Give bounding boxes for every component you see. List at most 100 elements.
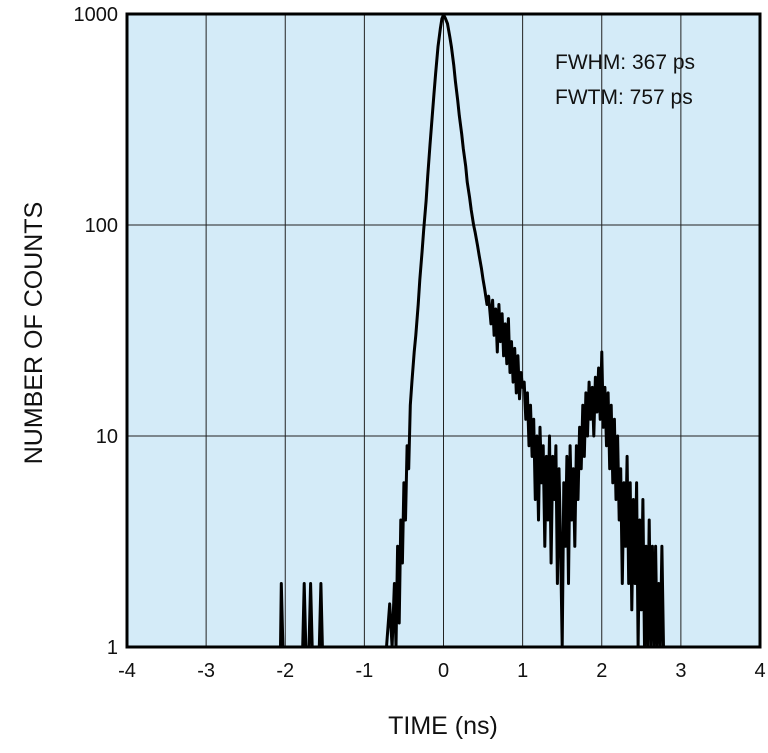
data-point	[545, 455, 548, 458]
y-tick-label: 1	[107, 637, 118, 659]
data-point	[513, 347, 516, 350]
data-point	[388, 603, 391, 605]
data-point	[585, 392, 587, 394]
data-point	[483, 287, 486, 290]
data-point	[507, 317, 510, 320]
data-point	[627, 582, 630, 585]
data-point	[581, 404, 584, 406]
data-point	[551, 455, 554, 458]
data-point	[462, 147, 465, 150]
data-point	[403, 482, 405, 484]
data-point	[496, 351, 499, 353]
plot-frame	[125, 12, 762, 649]
data-point	[575, 444, 578, 447]
data-point	[569, 444, 571, 447]
data-point	[610, 404, 613, 406]
x-tick-label: 3	[675, 660, 686, 682]
x-tick-label: -3	[197, 660, 215, 682]
y-tick-labels: 1 10 100 1000	[74, 4, 119, 659]
data-point	[458, 114, 461, 117]
data-point	[498, 303, 500, 306]
data-point	[320, 582, 322, 585]
data-point	[564, 545, 567, 548]
x-tick-label: -1	[355, 660, 373, 682]
data-point	[450, 45, 453, 48]
data-point	[540, 482, 543, 484]
data-point	[502, 354, 505, 357]
data-point	[444, 16, 446, 19]
data-point	[280, 582, 283, 585]
data-point	[470, 209, 472, 211]
data-point	[524, 418, 527, 421]
data-point	[426, 175, 429, 178]
data-point	[553, 498, 556, 501]
data-point	[499, 340, 502, 343]
data-point	[404, 519, 407, 521]
data-point	[490, 323, 492, 325]
data-point	[550, 562, 552, 564]
data-point	[589, 418, 592, 421]
data-point	[480, 268, 483, 270]
data-point	[615, 498, 617, 501]
data-point	[602, 426, 605, 429]
data-point	[619, 467, 622, 470]
data-point	[572, 467, 575, 470]
data-point	[494, 308, 497, 310]
data-point	[638, 519, 641, 521]
data-point	[517, 354, 519, 357]
x-tick-label: 0	[438, 660, 449, 682]
annotation-fwtm: FWTM: 757 ps	[555, 86, 693, 109]
data-point	[456, 99, 459, 102]
data-point	[425, 200, 427, 202]
data-point	[640, 609, 643, 611]
data-point	[578, 426, 581, 429]
data-point	[532, 418, 535, 421]
data-point	[543, 545, 546, 548]
data-point	[626, 455, 628, 458]
data-point	[604, 386, 606, 389]
data-point	[460, 133, 463, 135]
data-point	[441, 17, 443, 20]
x-tick-labels: -4 -3 -2 -1 0 1 2 3 4	[118, 660, 765, 682]
data-point	[634, 582, 636, 585]
data-point	[632, 498, 635, 501]
data-point	[629, 482, 632, 484]
data-point	[406, 444, 408, 447]
data-point	[446, 22, 449, 25]
data-point	[452, 64, 455, 67]
data-point	[464, 165, 467, 167]
data-point	[418, 278, 421, 281]
x-tick-label: 2	[596, 660, 607, 682]
data-point	[583, 455, 586, 458]
data-point	[515, 392, 518, 394]
data-point	[487, 295, 490, 297]
data-point	[501, 312, 503, 315]
y-tick-label: 100	[85, 215, 118, 237]
data-point	[631, 609, 633, 611]
data-point	[437, 45, 439, 48]
data-point	[645, 545, 647, 548]
annotation-fwhm: FWHM: 367 ps	[555, 51, 695, 74]
data-point	[468, 196, 471, 199]
data-point	[623, 482, 625, 484]
data-point	[542, 444, 544, 447]
data-point	[570, 519, 573, 521]
data-point	[600, 351, 603, 353]
data-point	[661, 545, 663, 548]
data-point	[433, 92, 435, 95]
data-point	[607, 392, 609, 394]
data-point	[493, 334, 495, 337]
data-point	[605, 444, 608, 447]
data-point	[555, 444, 557, 447]
data-point	[594, 376, 597, 378]
data-point	[407, 467, 410, 470]
data-point	[591, 386, 594, 389]
data-point	[567, 582, 570, 585]
x-tick-label: -4	[118, 660, 136, 682]
data-point	[597, 367, 600, 369]
data-point	[657, 582, 660, 585]
data-point	[482, 278, 484, 281]
data-point	[417, 303, 419, 306]
data-point	[393, 582, 396, 585]
data-point	[466, 181, 469, 183]
